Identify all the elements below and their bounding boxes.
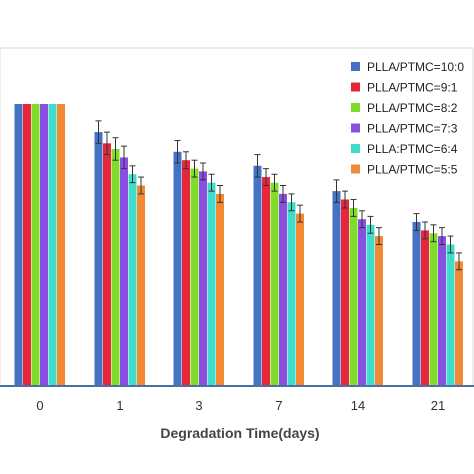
error-bar-plla-ptmc-7-3-day-14 [359,210,365,229]
error-bar-plla-ptmc-8-2-day-3 [191,159,198,178]
bar-plla-ptmc-9-1-day-14 [341,199,349,385]
legend-swatch-0 [351,62,360,71]
x-tick-label-21: 21 [431,398,445,413]
error-bar-plla-ptmc-10-0-day-21 [413,213,420,231]
error-bar-plla-ptmc-9-1-day-1 [104,131,110,156]
x-tick-label-0: 0 [36,398,43,413]
legend-label-5: PLLA/PTMC=5:5 [367,163,458,177]
bar-plla-ptmc-7-3-day-7 [279,193,287,385]
error-bar-plla-ptmc-5-5-day-7 [297,204,303,223]
bar-plla-ptmc-10-0-day-14 [332,191,341,385]
bar-plla-ptmc-6-4-day-1 [128,174,137,386]
legend-label-4: PLLA:PTMC=6:4 [367,142,458,156]
error-bar-plla-ptmc-5-5-day-1 [138,176,144,195]
x-tick-label-3: 3 [195,398,202,413]
bar-plla-ptmc-9-1-day-21 [421,230,429,385]
bar-plla-ptmc-8-2-day-21 [429,233,438,385]
bar-plla-ptmc-9-1-day-7 [262,177,270,385]
error-bar-plla-ptmc-5-5-day-14 [376,227,382,245]
bar-plla-ptmc-9-1-day-3 [182,160,190,385]
error-bar-plla-ptmc-6-4-day-14 [367,215,374,234]
error-bar-plla-ptmc-5-5-day-21 [456,252,462,271]
error-bar-plla-ptmc-8-2-day-21 [430,224,437,243]
bar-plla-ptmc-8-2-day-1 [111,149,120,385]
bar-plla-ptmc-8-2-day-0 [31,104,40,385]
bar-plla-ptmc-6-4-day-14 [366,224,375,385]
legend-label-3: PLLA/PTMC=7:3 [367,122,458,136]
legend-label-2: PLLA/PTMC=8:2 [367,101,458,115]
x-tick-label-14: 14 [351,398,365,413]
bar-plla-ptmc-8-2-day-7 [270,182,279,385]
bar-plla-ptmc-5-5-day-0 [57,104,65,385]
bar-plla-ptmc-7-3-day-14 [358,219,366,385]
error-bar-plla-ptmc-9-1-day-3 [183,151,189,170]
error-bar-plla-ptmc-10-0-day-3 [174,140,181,164]
bar-plla-ptmc-7-3-day-1 [120,157,128,385]
legend-swatch-3 [351,123,360,133]
legend-swatch-2 [351,103,360,112]
error-bar-plla-ptmc-8-2-day-1 [112,137,119,161]
legend-swatch-4 [351,144,360,153]
error-bar-plla-ptmc-6-4-day-3 [208,173,215,192]
error-bar-plla-ptmc-9-1-day-21 [422,221,428,240]
bar-plla-ptmc-9-1-day-1 [103,143,111,385]
error-bar-plla-ptmc-8-2-day-14 [350,199,357,217]
error-bar-plla-ptmc-8-2-day-7 [271,173,278,192]
error-bar-plla-ptmc-10-0-day-7 [254,154,261,178]
bar-plla-ptmc-10-0-day-0 [14,104,23,385]
bar-plla-ptmc-7-3-day-0 [40,104,48,385]
error-bar-plla-ptmc-10-0-day-1 [95,120,102,144]
legend-label-0: PLLA/PTMC=10:0 [367,60,464,74]
bar-plla-ptmc-6-4-day-21 [446,244,455,385]
error-bar-plla-ptmc-6-4-day-7 [288,193,295,212]
legend: PLLA/PTMC=10:0 PLLA/PTMC=9:1 PLLA/PTMC=8:2… [351,60,464,177]
plot-frame [0,47,474,387]
error-bar-plla-ptmc-6-4-day-21 [447,235,454,254]
bar-plla-ptmc-5-5-day-1 [137,185,145,385]
bar-plla-ptmc-8-2-day-14 [349,208,358,385]
bar-plla-ptmc-8-2-day-3 [190,168,199,385]
legend-swatch-1 [351,82,360,92]
error-bar-plla-ptmc-9-1-day-7 [263,168,269,186]
bar-plla-ptmc-6-4-day-0 [48,104,57,385]
x-tick-label-7: 7 [275,398,282,413]
error-bar-plla-ptmc-5-5-day-3 [217,184,223,203]
bar-plla-ptmc-10-0-day-21 [412,222,421,385]
error-bar-plla-ptmc-7-3-day-1 [121,145,127,170]
legend-label-1: PLLA/PTMC=9:1 [367,81,458,95]
bar-plla-ptmc-7-3-day-21 [438,236,446,385]
error-bar-plla-ptmc-7-3-day-3 [200,162,206,181]
error-bar-plla-ptmc-7-3-day-7 [280,184,286,203]
bar-plla-ptmc-6-4-day-3 [207,182,216,385]
bar-plla-ptmc-6-4-day-7 [287,202,296,385]
bar-plla-ptmc-10-0-day-3 [173,151,182,385]
x-tick-label-1: 1 [116,398,123,413]
bar-plla-ptmc-10-0-day-1 [94,132,103,385]
error-bar-plla-ptmc-10-0-day-14 [333,179,340,203]
error-bar-plla-ptmc-7-3-day-21 [439,227,445,245]
legend-swatch-5 [351,164,360,174]
bar-plla-ptmc-5-5-day-21 [455,261,463,385]
x-tick-labels: 0 1 3 7 14 21 [36,398,445,413]
bar-plla-ptmc-7-3-day-3 [199,171,207,385]
bar-plla-ptmc-5-5-day-7 [296,213,304,385]
bar-plla-ptmc-5-5-day-14 [375,236,383,385]
bar-plla-ptmc-9-1-day-0 [23,104,31,385]
bar-plla-ptmc-5-5-day-3 [216,193,224,385]
error-bar-plla-ptmc-9-1-day-14 [342,190,348,209]
error-bar-plla-ptmc-6-4-day-1 [129,165,136,184]
x-axis-title: Degradation Time(days) [160,425,319,441]
error-bars-group [95,120,462,271]
bars-group [14,104,463,386]
bar-plla-ptmc-10-0-day-7 [253,165,262,385]
